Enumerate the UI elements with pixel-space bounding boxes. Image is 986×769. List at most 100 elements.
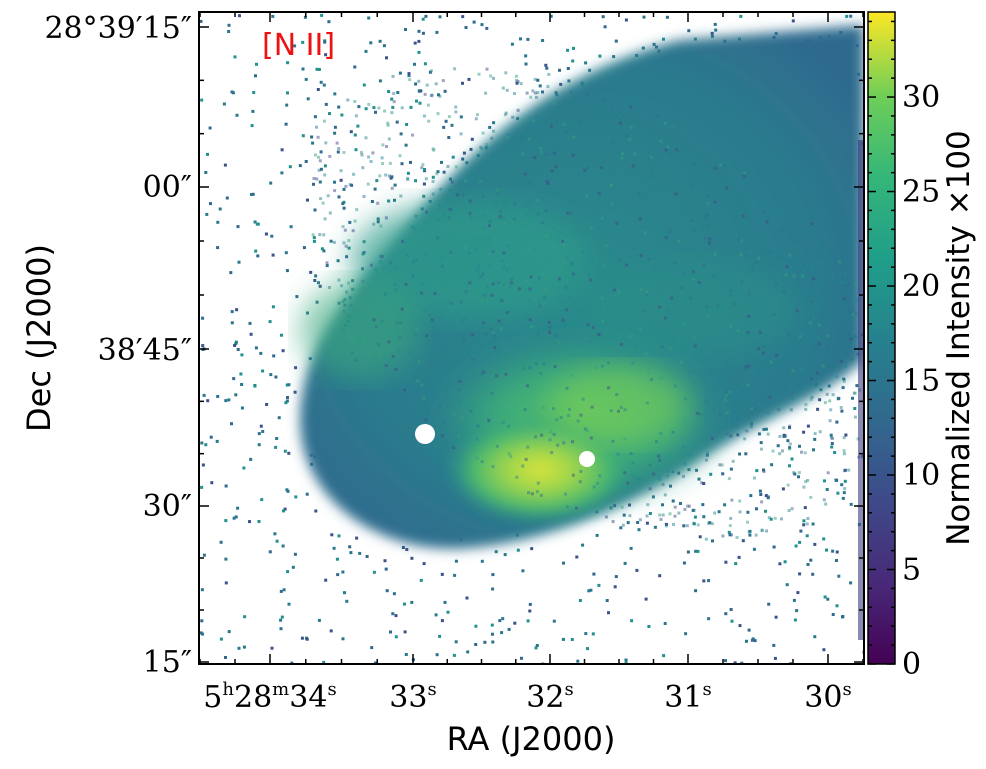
- noise-pixel: [309, 270, 313, 274]
- speckle-pixel: [744, 365, 748, 369]
- speckle-pixel: [548, 325, 552, 329]
- speckle-pixel: [670, 266, 673, 270]
- noise-pixel: [851, 396, 854, 400]
- noise-pixel: [840, 483, 844, 487]
- speckle-pixel: [571, 440, 574, 444]
- speckle-pixel: [508, 285, 512, 289]
- speckle-pixel: [705, 400, 709, 404]
- speckle-pixel: [550, 169, 554, 173]
- noise-pixel: [835, 550, 839, 554]
- noise-pixel: [684, 632, 688, 636]
- noise-pixel: [306, 198, 309, 202]
- speckle-pixel: [472, 358, 476, 362]
- speckle-pixel: [628, 161, 632, 165]
- noise-pixel: [378, 79, 382, 83]
- speckle-pixel: [347, 315, 351, 318]
- speckle-pixel: [788, 274, 792, 278]
- noise-pixel: [507, 627, 511, 631]
- speckle-pixel: [318, 233, 322, 237]
- speckle-pixel: [571, 272, 575, 276]
- noise-pixel: [626, 521, 630, 525]
- speckle-pixel: [367, 102, 371, 106]
- noise-pixel: [587, 589, 591, 593]
- speckle-pixel: [609, 184, 613, 187]
- speckle-pixel: [476, 424, 480, 428]
- speckle-pixel: [598, 332, 602, 336]
- speckle-pixel: [777, 408, 781, 412]
- speckle-pixel: [385, 145, 388, 148]
- noise-pixel: [480, 23, 484, 27]
- speckle-pixel: [515, 79, 519, 82]
- noise-pixel: [630, 619, 634, 623]
- noise-pixel: [472, 20, 476, 24]
- speckle-pixel: [548, 438, 552, 442]
- speckle-pixel: [344, 184, 348, 188]
- speckle-pixel: [779, 209, 783, 212]
- speckle-pixel: [793, 239, 796, 243]
- speckle-pixel: [545, 234, 549, 238]
- speckle-pixel: [523, 204, 527, 208]
- noise-pixel: [287, 602, 291, 606]
- noise-pixel: [842, 491, 846, 495]
- speckle-pixel: [668, 347, 672, 351]
- noise-pixel: [830, 442, 834, 445]
- noise-pixel: [230, 321, 234, 325]
- x-tick-label: 33s: [389, 679, 436, 715]
- noise-pixel: [739, 14, 743, 18]
- noise-pixel: [274, 445, 278, 449]
- noise-pixel: [624, 658, 628, 662]
- speckle-pixel: [483, 293, 487, 297]
- speckle-pixel: [594, 180, 598, 184]
- speckle-pixel: [361, 279, 365, 283]
- speckle-pixel: [480, 460, 484, 464]
- speckle-pixel: [479, 275, 483, 279]
- speckle-pixel: [617, 409, 620, 413]
- speckle-pixel: [735, 424, 739, 428]
- speckle-pixel: [805, 522, 809, 526]
- speckle-pixel: [664, 148, 668, 152]
- noise-pixel: [242, 645, 246, 649]
- noise-pixel: [312, 236, 316, 240]
- noise-pixel: [373, 661, 377, 664]
- speckle-pixel: [765, 529, 768, 533]
- speckle-pixel: [565, 130, 569, 134]
- speckle-pixel: [367, 155, 371, 159]
- noise-pixel: [613, 585, 617, 589]
- speckle-pixel: [595, 111, 599, 115]
- speckle-pixel: [425, 334, 429, 338]
- speckle-pixel: [526, 445, 530, 449]
- noise-pixel: [845, 14, 849, 18]
- speckle-pixel: [482, 214, 486, 217]
- speckle-pixel: [623, 437, 627, 441]
- colorbar-tick-label: 15: [902, 364, 940, 399]
- speckle-pixel: [414, 258, 418, 262]
- speckle-pixel: [700, 249, 704, 253]
- speckle-pixel: [322, 233, 326, 237]
- noise-pixel: [823, 479, 826, 483]
- noise-pixel: [301, 67, 305, 71]
- noise-pixel: [200, 588, 204, 592]
- noise-pixel: [753, 639, 757, 643]
- speckle-pixel: [649, 156, 653, 160]
- noise-pixel: [671, 499, 675, 503]
- speckle-pixel: [743, 437, 747, 441]
- noise-pixel: [389, 176, 393, 180]
- speckle-pixel: [700, 481, 704, 485]
- speckle-pixel: [585, 429, 589, 432]
- noise-pixel: [372, 106, 376, 110]
- x-tick-label: 32s: [526, 679, 573, 715]
- noise-pixel: [252, 91, 256, 94]
- speckle-pixel: [526, 248, 530, 251]
- speckle-pixel: [653, 273, 657, 277]
- speckle-pixel: [803, 451, 807, 455]
- noise-pixel: [288, 165, 292, 169]
- speckle-pixel: [489, 412, 492, 416]
- emission-map: [199, 12, 864, 664]
- noise-pixel: [232, 516, 236, 520]
- speckle-pixel: [491, 465, 495, 468]
- noise-pixel: [403, 630, 407, 634]
- noise-pixel: [791, 19, 795, 23]
- noise-pixel: [541, 39, 545, 42]
- speckle-pixel: [565, 386, 569, 390]
- noise-pixel: [788, 464, 791, 468]
